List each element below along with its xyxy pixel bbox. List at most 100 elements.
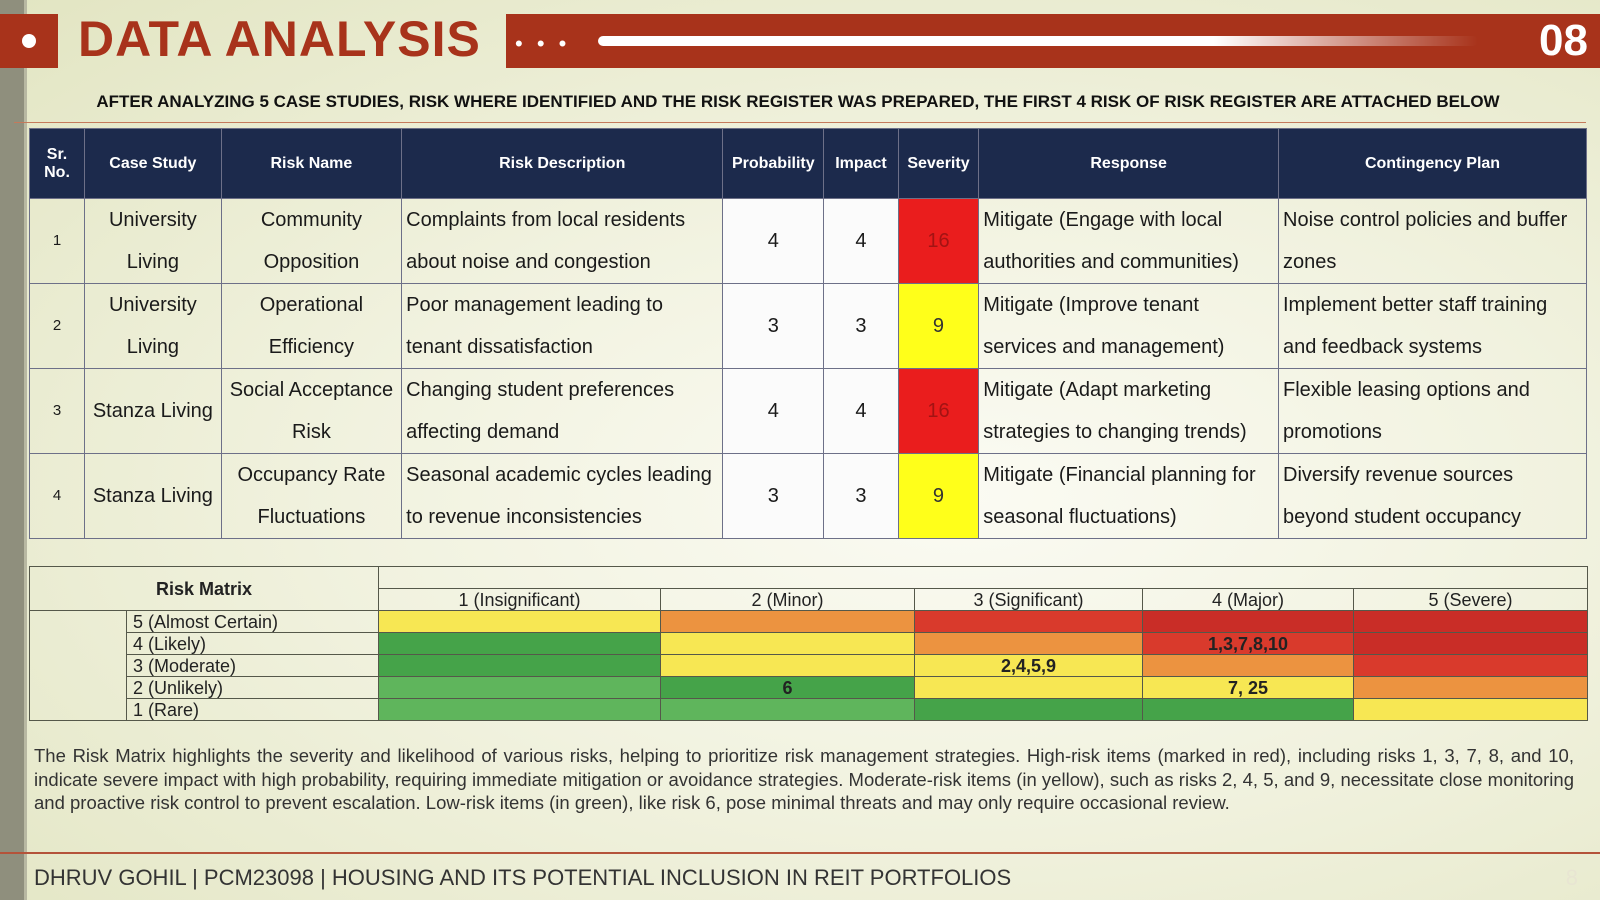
likelihood-label: 2 (Unlikely) bbox=[125, 676, 380, 699]
cell-risk-description: Changing student preferences affecting d… bbox=[401, 368, 724, 454]
matrix-cell bbox=[378, 654, 662, 677]
matrix-cell bbox=[378, 610, 662, 633]
matrix-cell bbox=[914, 632, 1144, 655]
cell-sr: 4 bbox=[28, 453, 86, 539]
cell-case-study: University Living bbox=[84, 198, 222, 284]
cell-response: Mitigate (Improve tenant services and ma… bbox=[978, 283, 1279, 369]
cell-response: Mitigate (Engage with local authorities … bbox=[978, 198, 1279, 284]
cell-impact: 3 bbox=[823, 283, 899, 369]
matrix-impact-row: 1 (Insignificant) 2 (Minor) 3 (Significa… bbox=[30, 588, 1589, 611]
left-decor-highlight bbox=[24, 0, 27, 900]
cell-sr: 3 bbox=[28, 368, 86, 454]
matrix-cell: 2,4,5,9 bbox=[914, 654, 1144, 677]
likelihood-label: 5 (Almost Certain) bbox=[125, 610, 380, 633]
column-header-impact: Impact bbox=[823, 128, 899, 199]
matrix-row: 1 (Rare) bbox=[30, 698, 1589, 721]
column-header-response: Response bbox=[978, 128, 1279, 199]
impact-label: 3 (Significant) bbox=[914, 588, 1144, 611]
page-title: DATA ANALYSIS bbox=[78, 11, 481, 67]
subtitle: AFTER ANALYZING 5 CASE STUDIES, RISK WHE… bbox=[96, 92, 1500, 111]
matrix-cell bbox=[1353, 654, 1589, 677]
column-header-severity: Severity bbox=[897, 128, 980, 199]
matrix-cell: 7, 25 bbox=[1142, 676, 1355, 699]
table-row: 1 University Living Community Opposition… bbox=[28, 198, 1587, 284]
footer-rule bbox=[0, 852, 1600, 854]
table-row: 2 University Living Operational Efficien… bbox=[28, 283, 1587, 369]
left-decor-bar bbox=[0, 0, 24, 900]
cell-risk-name: Operational Efficiency bbox=[220, 283, 403, 369]
description-paragraph: The Risk Matrix highlights the severity … bbox=[34, 745, 1574, 813]
matrix-cell bbox=[1142, 698, 1355, 721]
column-header-sr: Sr. No. bbox=[28, 128, 86, 199]
cell-risk-description: Poor management leading to tenant dissat… bbox=[401, 283, 724, 369]
cell-impact: 4 bbox=[823, 368, 899, 454]
cell-response: Mitigate (Adapt marketing strategies to … bbox=[978, 368, 1279, 454]
matrix-cell bbox=[914, 676, 1144, 699]
column-header-risk-name: Risk Name bbox=[220, 128, 403, 199]
matrix-row: 2 (Unlikely) 6 7, 25 bbox=[30, 676, 1589, 699]
cell-risk-description: Seasonal academic cycles leading to reve… bbox=[401, 453, 724, 539]
likelihood-label: 1 (Rare) bbox=[125, 698, 380, 721]
cell-severity: 9 bbox=[897, 283, 980, 369]
cell-probability: 4 bbox=[722, 368, 825, 454]
page-number: 08 bbox=[1539, 16, 1588, 65]
impact-label: 5 (Severe) bbox=[1353, 588, 1589, 611]
cell-sr: 1 bbox=[28, 198, 86, 284]
matrix-cell bbox=[660, 654, 916, 677]
matrix-cell bbox=[1353, 610, 1589, 633]
cell-case-study: Stanza Living bbox=[84, 368, 222, 454]
dots-icon: • • • bbox=[515, 31, 571, 56]
matrix-cell bbox=[660, 698, 916, 721]
column-header-case-study: Case Study bbox=[84, 128, 222, 199]
cell-severity: 16 bbox=[897, 368, 980, 454]
cell-probability: 4 bbox=[722, 198, 825, 284]
table-header-row: Sr. No. Case Study Risk Name Risk Descri… bbox=[28, 128, 1587, 199]
matrix-cell bbox=[1353, 698, 1589, 721]
matrix-cell bbox=[1142, 610, 1355, 633]
matrix-cell bbox=[914, 610, 1144, 633]
matrix-cell bbox=[660, 610, 916, 633]
cell-severity: 9 bbox=[897, 453, 980, 539]
cell-risk-name: Occupancy Rate Fluctuations bbox=[220, 453, 403, 539]
matrix-header-spacer bbox=[378, 566, 1589, 589]
cell-probability: 3 bbox=[722, 283, 825, 369]
matrix-cell bbox=[378, 676, 662, 699]
bullet-icon bbox=[22, 34, 36, 48]
matrix-cell bbox=[1353, 676, 1589, 699]
likelihood-label: 4 (Likely) bbox=[125, 632, 380, 655]
matrix-header-row: Risk Matrix bbox=[28, 566, 1589, 611]
cell-risk-name: Social Acceptance Risk bbox=[220, 368, 403, 454]
impact-label: 4 (Major) bbox=[1142, 588, 1355, 611]
risk-register-table: Sr. No. Case Study Risk Name Risk Descri… bbox=[28, 128, 1587, 539]
cell-contingency-plan: Flexible leasing options and promotions bbox=[1278, 368, 1587, 454]
matrix-row: 4 (Likely) 1,3,7,8,10 bbox=[30, 632, 1589, 655]
risk-matrix-title: Risk Matrix bbox=[28, 566, 380, 611]
cell-contingency-plan: Diversify revenue sources beyond student… bbox=[1278, 453, 1587, 539]
column-header-risk-description: Risk Description bbox=[401, 128, 724, 199]
matrix-cell bbox=[914, 698, 1144, 721]
likelihood-label: 3 (Moderate) bbox=[125, 654, 380, 677]
matrix-cell bbox=[1142, 654, 1355, 677]
cell-case-study: University Living bbox=[84, 283, 222, 369]
matrix-cell bbox=[378, 698, 662, 721]
cell-response: Mitigate (Financial planning for seasona… bbox=[978, 453, 1279, 539]
cell-risk-description: Complaints from local residents about no… bbox=[401, 198, 724, 284]
table-row: 4 Stanza Living Occupancy Rate Fluctuati… bbox=[28, 453, 1587, 539]
cell-impact: 4 bbox=[823, 198, 899, 284]
matrix-row: 5 (Almost Certain) bbox=[29, 610, 1589, 721]
cell-contingency-plan: Implement better staff training and feed… bbox=[1278, 283, 1587, 369]
cell-impact: 3 bbox=[823, 453, 899, 539]
matrix-cell: 6 bbox=[660, 676, 916, 699]
impact-label: 2 (Minor) bbox=[660, 588, 916, 611]
matrix-cell bbox=[1353, 632, 1589, 655]
slide-number: 8 bbox=[1565, 865, 1578, 890]
cell-probability: 3 bbox=[722, 453, 825, 539]
header-divider-line bbox=[598, 36, 1478, 46]
column-header-probability: Probability bbox=[722, 128, 825, 199]
matrix-cell bbox=[660, 632, 916, 655]
cell-sr: 2 bbox=[28, 283, 86, 369]
matrix-cell: 1,3,7,8,10 bbox=[1142, 632, 1355, 655]
impact-label: 1 (Insignificant) bbox=[378, 588, 662, 611]
matrix-cell bbox=[378, 632, 662, 655]
matrix-row: 3 (Moderate) 2,4,5,9 bbox=[30, 654, 1589, 677]
